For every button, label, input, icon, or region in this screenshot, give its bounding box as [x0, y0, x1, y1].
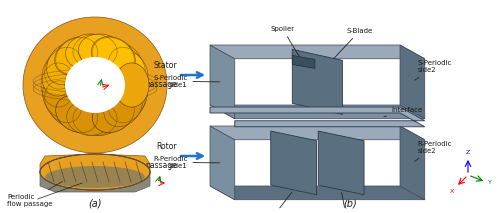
Text: R-Blade A: R-Blade A	[330, 193, 363, 213]
Text: Rotor: Rotor	[156, 142, 177, 151]
Polygon shape	[210, 126, 235, 200]
Ellipse shape	[65, 57, 125, 113]
Polygon shape	[210, 45, 235, 119]
Polygon shape	[210, 186, 425, 200]
Ellipse shape	[66, 34, 112, 70]
Ellipse shape	[40, 154, 150, 190]
Ellipse shape	[41, 63, 76, 107]
Polygon shape	[292, 49, 343, 114]
Polygon shape	[40, 154, 150, 170]
Ellipse shape	[42, 51, 79, 96]
Text: Spoiler: Spoiler	[270, 26, 299, 56]
Ellipse shape	[80, 101, 124, 135]
Text: R-Periodic
side2: R-Periodic side2	[414, 141, 452, 161]
Text: (b): (b)	[343, 198, 357, 208]
Ellipse shape	[112, 75, 148, 118]
Text: R-Blade B: R-Blade B	[257, 192, 292, 213]
Text: passage: passage	[145, 161, 177, 170]
Ellipse shape	[104, 86, 142, 127]
Text: Stator: Stator	[154, 61, 177, 70]
Ellipse shape	[66, 101, 110, 135]
Polygon shape	[210, 107, 425, 127]
Text: S-Periodic
side2: S-Periodic side2	[414, 60, 452, 80]
Ellipse shape	[103, 42, 144, 85]
Ellipse shape	[56, 95, 98, 132]
Ellipse shape	[48, 86, 86, 127]
Ellipse shape	[66, 100, 112, 136]
Polygon shape	[400, 126, 425, 200]
Ellipse shape	[23, 17, 167, 153]
Ellipse shape	[54, 95, 98, 133]
Ellipse shape	[42, 75, 78, 118]
Text: Periodic
flow passage: Periodic flow passage	[7, 181, 62, 207]
Ellipse shape	[44, 42, 146, 135]
Ellipse shape	[111, 51, 148, 96]
Ellipse shape	[111, 74, 148, 119]
Polygon shape	[210, 45, 425, 59]
Ellipse shape	[65, 57, 125, 113]
Text: R-Periodic
side1: R-Periodic side1	[153, 156, 220, 169]
Text: Z: Z	[466, 150, 470, 155]
Ellipse shape	[45, 166, 145, 188]
Ellipse shape	[78, 34, 124, 70]
Text: passage: passage	[145, 80, 177, 89]
Ellipse shape	[92, 95, 136, 133]
Ellipse shape	[40, 62, 76, 108]
Polygon shape	[210, 105, 425, 119]
Text: Y: Y	[488, 180, 492, 186]
Ellipse shape	[92, 95, 134, 132]
Polygon shape	[270, 131, 316, 195]
Ellipse shape	[92, 37, 136, 75]
Ellipse shape	[114, 63, 149, 107]
Ellipse shape	[78, 100, 124, 136]
Ellipse shape	[54, 37, 98, 75]
Text: S-Blade: S-Blade	[334, 28, 373, 59]
Text: S-Periodic
side1: S-Periodic side1	[153, 75, 220, 88]
Polygon shape	[292, 55, 315, 69]
Ellipse shape	[40, 154, 150, 190]
Ellipse shape	[46, 42, 87, 85]
Text: (a): (a)	[88, 198, 102, 208]
Polygon shape	[400, 45, 425, 119]
Polygon shape	[318, 131, 364, 195]
Ellipse shape	[46, 85, 87, 128]
Ellipse shape	[40, 160, 150, 188]
Text: Interface: Interface	[384, 107, 423, 117]
Ellipse shape	[114, 62, 150, 108]
Ellipse shape	[103, 85, 144, 128]
Ellipse shape	[42, 74, 79, 119]
Text: X: X	[450, 189, 454, 194]
Polygon shape	[210, 126, 425, 140]
Polygon shape	[40, 172, 150, 192]
